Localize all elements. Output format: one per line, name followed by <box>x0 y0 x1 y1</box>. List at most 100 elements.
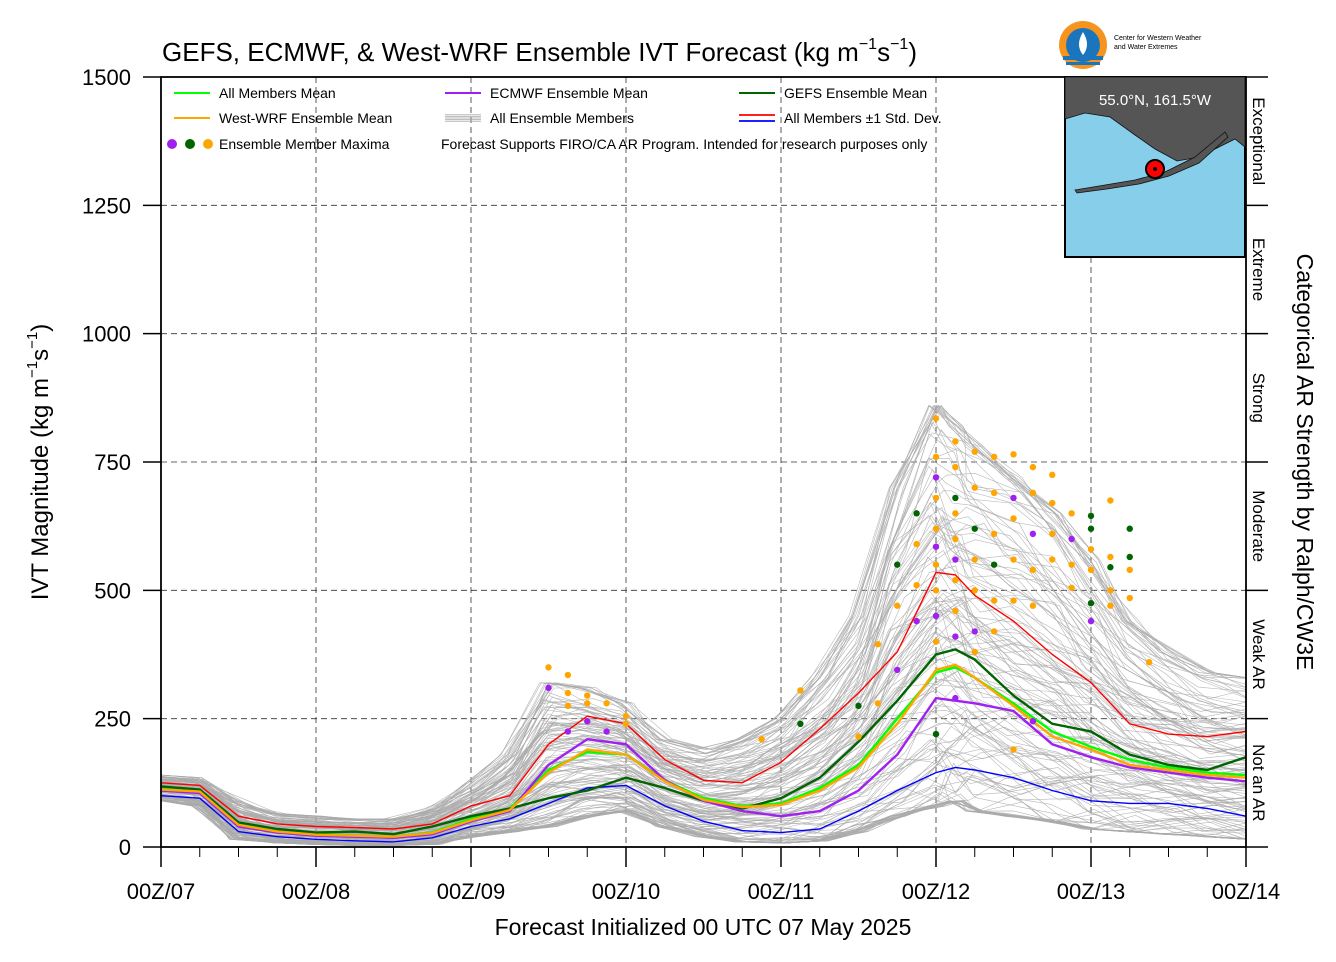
chart-title-text: GEFS, ECMWF, & West-WRF Ensemble IVT For… <box>162 37 859 67</box>
ensemble-member-line <box>160 798 1247 846</box>
legend-label: All Members Mean <box>219 85 336 101</box>
maxima-dot <box>932 730 940 738</box>
legend-dot <box>167 139 177 149</box>
series-line-all-members-1-std-dev- <box>160 571 1247 830</box>
maxima-dot <box>1087 512 1095 520</box>
maxima-dot <box>1049 556 1056 563</box>
y-tick-label: 250 <box>94 707 131 732</box>
ensemble-member-line <box>160 596 1247 831</box>
series-lines <box>160 571 1247 843</box>
x-axis-label: Forecast Initialized 00 UTC 07 May 2025 <box>495 914 912 940</box>
legend-label: Ensemble Member Maxima <box>219 136 390 152</box>
maxima-dot <box>971 525 978 532</box>
maxima-dot <box>952 438 959 445</box>
series-line-west-wrf-ensemble-mean <box>160 663 1247 838</box>
maxima-dot <box>952 510 959 517</box>
ensemble-member-line <box>160 522 1247 835</box>
maxima-dot <box>1029 718 1037 725</box>
logo-text-line2: and Water Extremes <box>1114 44 1178 51</box>
maxima-dot <box>874 700 882 707</box>
maxima-dot <box>584 718 591 725</box>
maxima-dot <box>1107 564 1114 571</box>
y-tick-label: 0 <box>119 835 131 860</box>
maxima-dot <box>545 684 552 692</box>
maxima-dot <box>1010 597 1017 604</box>
y-tick-label: 500 <box>94 578 131 603</box>
maxima-dot <box>545 664 552 671</box>
maxima-dot <box>1126 525 1133 532</box>
ensemble-member-line <box>160 507 1247 820</box>
maxima-dot <box>894 561 901 568</box>
maxima-dot <box>855 702 862 710</box>
maxima-dot <box>1029 489 1037 496</box>
ensemble-member-line <box>160 515 1247 832</box>
maxima-dot <box>622 720 630 727</box>
maxima-dot <box>797 720 804 727</box>
maxima-dot <box>564 671 572 679</box>
maxima-dot <box>990 530 998 538</box>
maxima-dot <box>1010 746 1017 753</box>
maxima-dot <box>1068 561 1075 568</box>
maxima-dot <box>1087 525 1095 532</box>
maxima-dot <box>894 602 901 609</box>
y-axis-label-s: s <box>27 349 54 361</box>
maxima-dot <box>758 736 765 743</box>
y-axis-label-exp1: −1 <box>24 361 41 378</box>
maxima-dot <box>990 561 998 568</box>
ensemble-member-line <box>160 433 1247 824</box>
legend-label: ECMWF Ensemble Mean <box>490 85 648 101</box>
logo-wave <box>1063 56 1103 60</box>
maxima-dot <box>952 494 959 502</box>
x-tick-label: 00Z/08 <box>282 879 351 904</box>
ensemble-member-line <box>160 448 1247 827</box>
maxima-dot <box>971 628 978 635</box>
maxima-dot <box>952 607 959 615</box>
cw3e-logo: Center for Western Weather and Water Ext… <box>1059 21 1202 69</box>
category-label: Extreme <box>1249 238 1268 301</box>
logo-wave <box>1066 62 1100 65</box>
ensemble-member-line <box>160 738 1247 844</box>
legend-label: All Members ±1 Std. Dev. <box>784 110 942 126</box>
maxima-dot <box>932 612 940 620</box>
y-tick-label: 1250 <box>82 193 131 218</box>
maxima-dot <box>1068 510 1075 517</box>
maxima-dot <box>797 687 804 694</box>
chart-title-exp2: −1 <box>890 36 908 53</box>
y-axis-label-end: ) <box>27 324 54 332</box>
x-tick-label: 00Z/07 <box>127 879 196 904</box>
right-axis-label: Categorical AR Strength by Ralph/CW3E <box>1292 254 1318 671</box>
legend-label: GEFS Ensemble Mean <box>784 85 927 101</box>
maxima-dot <box>1126 566 1133 573</box>
maxima-dot <box>1126 553 1133 561</box>
maxima-dot <box>932 543 940 550</box>
maxima-dot <box>990 628 998 635</box>
maxima-dot <box>913 582 920 589</box>
ensemble-member-line <box>160 629 1247 841</box>
x-tick-label: 00Z/14 <box>1212 879 1281 904</box>
maxima-dot <box>584 700 591 707</box>
category-label: Weak AR <box>1249 619 1268 690</box>
maxima-dot <box>990 489 998 496</box>
inset-land-peninsula <box>1074 131 1229 194</box>
logo-text-line1: Center for Western Weather <box>1114 35 1202 42</box>
maxima-dot <box>1049 499 1056 507</box>
maxima-dot <box>1107 602 1114 609</box>
chart-title-exp1: −1 <box>859 36 877 53</box>
maxima-dot <box>952 535 959 543</box>
ensemble-member-line <box>160 781 1247 845</box>
maxima-dot <box>971 448 978 455</box>
maxima-dot <box>564 702 572 710</box>
maxima-dot <box>1126 594 1133 602</box>
maxima-dot <box>1010 556 1017 563</box>
y-axis-label: IVT Magnitude (kg m−1s−1) <box>24 324 54 601</box>
maxima-dot <box>603 700 610 707</box>
maxima-dot <box>1145 659 1153 666</box>
maxima-dot <box>1049 471 1056 479</box>
category-label: Not an AR <box>1249 744 1268 822</box>
maxima-dot <box>1087 546 1095 553</box>
maxima-dot <box>1029 530 1037 538</box>
inset-location-label: 55.0°N, 161.5°W <box>1099 92 1212 109</box>
category-label: Exceptional <box>1249 97 1268 185</box>
x-tick-label: 00Z/11 <box>748 879 815 904</box>
maxima-dot <box>1010 494 1017 502</box>
